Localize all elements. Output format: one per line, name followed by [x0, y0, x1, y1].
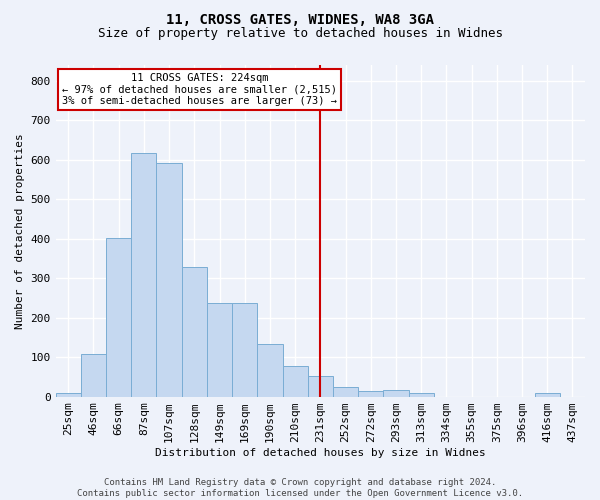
Text: Size of property relative to detached houses in Widnes: Size of property relative to detached ho… — [97, 28, 503, 40]
Bar — [308, 376, 333, 396]
Bar — [207, 304, 232, 396]
Bar — [232, 304, 257, 396]
Bar — [131, 154, 157, 396]
Bar — [81, 354, 106, 397]
Bar — [56, 392, 81, 396]
Bar — [383, 390, 409, 396]
Bar — [358, 390, 383, 396]
Bar — [257, 344, 283, 396]
Text: 11, CROSS GATES, WIDNES, WA8 3GA: 11, CROSS GATES, WIDNES, WA8 3GA — [166, 12, 434, 26]
Bar — [157, 163, 182, 396]
X-axis label: Distribution of detached houses by size in Widnes: Distribution of detached houses by size … — [155, 448, 486, 458]
Bar — [409, 394, 434, 396]
Y-axis label: Number of detached properties: Number of detached properties — [15, 133, 25, 328]
Bar — [182, 267, 207, 396]
Text: 11 CROSS GATES: 224sqm
← 97% of detached houses are smaller (2,515)
3% of semi-d: 11 CROSS GATES: 224sqm ← 97% of detached… — [62, 73, 337, 106]
Bar — [283, 366, 308, 396]
Bar — [333, 387, 358, 396]
Bar — [106, 238, 131, 396]
Bar — [535, 392, 560, 396]
Text: Contains HM Land Registry data © Crown copyright and database right 2024.
Contai: Contains HM Land Registry data © Crown c… — [77, 478, 523, 498]
